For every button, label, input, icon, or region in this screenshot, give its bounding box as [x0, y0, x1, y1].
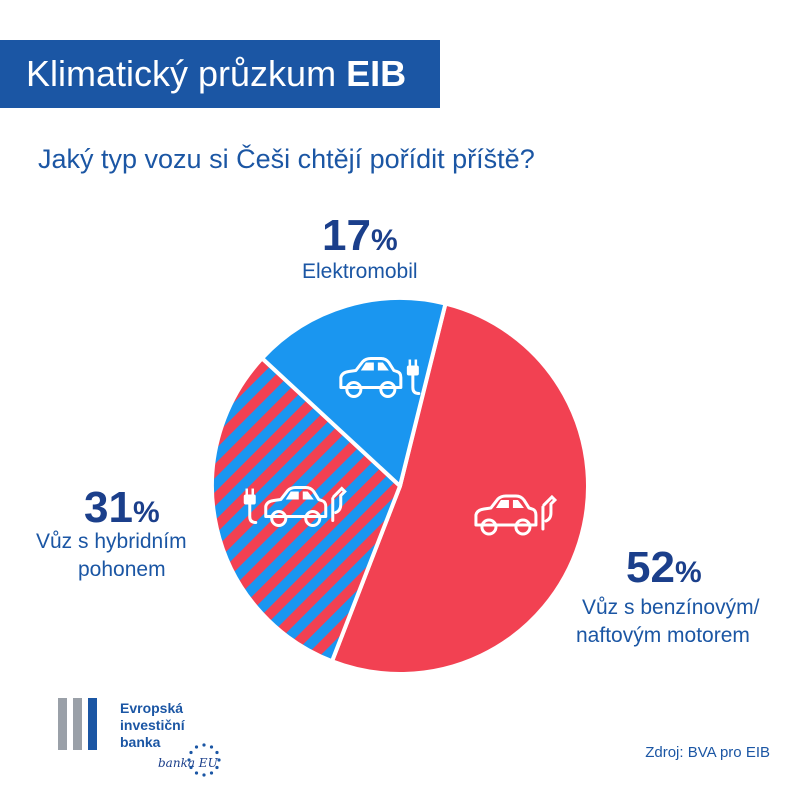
slice-fuel [330, 301, 590, 676]
pie-slices [210, 296, 590, 676]
eu-star [189, 750, 193, 755]
eu-star [187, 758, 191, 762]
percent-symbol: % [132, 496, 160, 529]
logo-line3: banka [120, 734, 161, 750]
logo-line1: Evropská [120, 700, 184, 716]
eu-star [217, 758, 221, 762]
source-note: Zdroj: BVA pro EIB [645, 744, 770, 761]
fuel-percent: 52% [626, 546, 702, 590]
fuel-label-line1: Vůz s benzínovým/ [582, 596, 760, 619]
eu-stars-icon [187, 743, 221, 777]
header-title: Klimatický průzkum EIB [0, 40, 440, 108]
eib-logo-icon [58, 698, 97, 750]
eu-star [215, 750, 219, 755]
hybrid-label-line1: Vůz s hybridním [36, 530, 187, 553]
question-text: Jaký typ vozu si Češi chtějí pořídit pří… [38, 144, 535, 174]
electric-percent-value: 17 [322, 211, 371, 260]
eu-star [209, 771, 214, 775]
hybrid-percent: 31% [84, 486, 160, 530]
title-main: Klimatický průzkum [26, 53, 337, 94]
eu-star [194, 771, 199, 775]
logo-line2: investiční [120, 717, 185, 733]
electric-percent: 17% [322, 214, 398, 258]
eu-star [194, 745, 199, 749]
percent-symbol: % [674, 556, 702, 589]
eu-star [202, 743, 206, 747]
eib-logo-text: Evropská investiční banka [120, 700, 185, 751]
hybrid-percent-value: 31 [84, 483, 133, 532]
title-bold: EIB [346, 53, 407, 94]
signature-text: banka EU [158, 756, 218, 770]
percent-symbol: % [370, 224, 398, 257]
eu-star [215, 765, 219, 770]
eu-star [209, 745, 214, 749]
fuel-label-line2: naftovým motorem [576, 624, 750, 647]
fuel-percent-value: 52 [626, 543, 675, 592]
eu-star [189, 765, 193, 770]
hybrid-label-line2: pohonem [78, 558, 166, 581]
slice-hybrid [210, 356, 402, 664]
eu-star [202, 773, 206, 777]
electric-label: Elektromobil [302, 260, 418, 283]
slice-electric [260, 296, 448, 488]
